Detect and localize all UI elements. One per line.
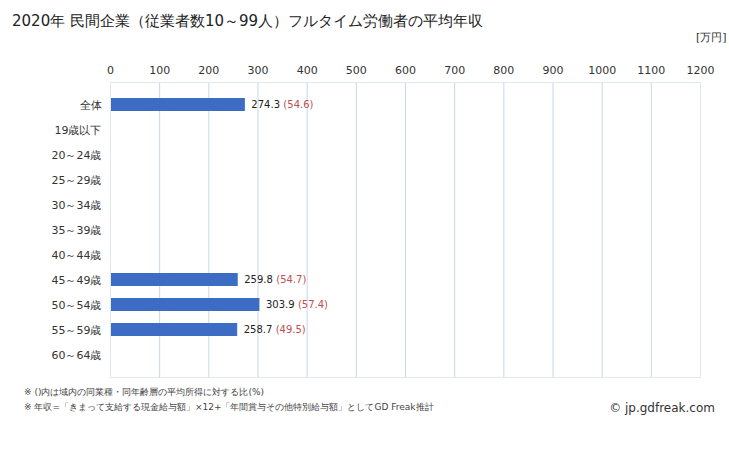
svg-text:45～49歳: 45～49歳 [52,274,102,287]
svg-text:19歳以下: 19歳以下 [55,124,102,137]
svg-text:258.7: 258.7 [244,324,273,335]
svg-text:50～54歳: 50～54歳 [52,299,102,312]
html-text:2020年 民間企業（従業者数10～99人）フルタイム労働者: 2020年 民間企業（従業者数10～99人）フルタイム労働者の平均年収 [12,12,484,30]
svg-text:[万円]: [万円] [696,31,727,44]
svg-text:(54.7): (54.7) [276,274,306,285]
svg-text:700: 700 [444,64,465,77]
svg-text:1200: 1200 [687,64,715,77]
svg-text:300: 300 [248,64,269,77]
svg-text:274.3: 274.3 [251,99,280,110]
svg-text:(57.4): (57.4) [298,299,328,310]
svg-text:303.9: 303.9 [266,299,295,310]
svg-text:20～24歳: 20～24歳 [52,149,102,162]
svg-text:55～59歳: 55～59歳 [52,324,102,337]
html-text:※ 年収=「きまって支給する現金給与額」×12+「年間賞与そ: ※ 年収=「きまって支給する現金給与額」×12+「年間賞与その他特別給与額」とし… [24,402,434,412]
svg-text:25～29歳: 25～29歳 [52,174,102,187]
html-text:※ ()内は域内の同業種・同年齢層の平均所得に対する比(%): ※ ()内は域内の同業種・同年齢層の平均所得に対する比(%) [24,387,264,397]
svg-text:100: 100 [149,64,170,77]
svg-text:1000: 1000 [588,64,616,77]
svg-text:(54.6): (54.6) [283,99,313,110]
svg-text:1100: 1100 [637,64,665,77]
svg-text:40～44歳: 40～44歳 [52,249,102,262]
svg-text:800: 800 [493,64,514,77]
svg-text:900: 900 [543,64,564,77]
svg-text:600: 600 [395,64,416,77]
svg-text:60～64歳: 60～64歳 [52,349,102,362]
svg-text:全体: 全体 [80,99,102,112]
svg-text:400: 400 [297,64,318,77]
svg-text:0: 0 [107,64,114,77]
svg-text:200: 200 [198,64,219,77]
svg-text:259.8: 259.8 [244,274,273,285]
svg-text:30～34歳: 30～34歳 [52,199,102,212]
svg-text:35～39歳: 35～39歳 [52,224,102,237]
svg-text:500: 500 [346,64,367,77]
html-text:© jp.gdfreak.com: © jp.gdfreak.com [609,401,715,415]
svg-text:(49.5): (49.5) [276,324,306,335]
